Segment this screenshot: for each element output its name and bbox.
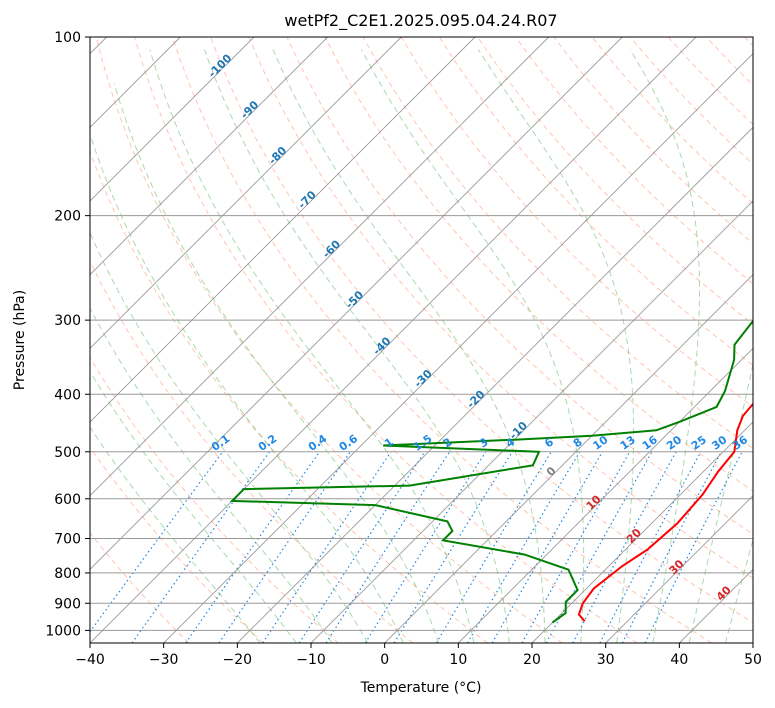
moist-adiabat-line bbox=[204, 49, 510, 643]
mixing-ratio-lines bbox=[90, 451, 743, 643]
dry-adiabat-line bbox=[210, 37, 753, 624]
mixing-ratio-line bbox=[185, 451, 321, 643]
dry-adiabat-line bbox=[90, 532, 190, 643]
mixing-ratio-line bbox=[435, 451, 552, 643]
isotherms bbox=[90, 37, 753, 643]
moist-adiabat-line bbox=[477, 49, 635, 643]
mixing-ratio-line bbox=[262, 451, 392, 643]
isobars bbox=[90, 37, 753, 631]
mixing-ratio-line bbox=[325, 451, 451, 643]
y-tick-label: 1000 bbox=[45, 623, 81, 639]
moist-adiabat-line bbox=[725, 538, 753, 643]
dry-adiabat-line bbox=[172, 37, 712, 643]
mixing-ratio-line bbox=[364, 451, 487, 643]
x-tick-label: 40 bbox=[670, 652, 688, 668]
x-tick-label: 30 bbox=[597, 652, 615, 668]
isotherm-line bbox=[90, 37, 328, 276]
moist-adiabat-line bbox=[688, 362, 753, 643]
plot-area bbox=[90, 37, 753, 643]
x-tick-label: 10 bbox=[449, 652, 467, 668]
isotherm-line bbox=[90, 37, 549, 497]
y-tick-label: 300 bbox=[54, 313, 81, 329]
isotherm-line bbox=[90, 37, 476, 423]
mixing-ratio-line bbox=[572, 451, 677, 643]
isotherm-line bbox=[90, 37, 697, 643]
x-tick-label: 0 bbox=[380, 652, 389, 668]
isotherm-line bbox=[237, 126, 753, 643]
x-tick-label: −40 bbox=[75, 652, 105, 668]
y-tick-label: 800 bbox=[54, 566, 81, 582]
y-tick-label: 600 bbox=[54, 492, 81, 508]
y-tick-label: 900 bbox=[54, 596, 81, 612]
mixing-ratio-line bbox=[298, 451, 426, 643]
isotherm-line bbox=[90, 37, 402, 349]
moist-adiabat-line bbox=[90, 132, 404, 643]
dry-adiabat-line bbox=[400, 37, 753, 408]
x-axis-label: Temperature (°C) bbox=[360, 680, 482, 696]
x-tick-label: 50 bbox=[744, 652, 762, 668]
dry-adiabat-line bbox=[95, 37, 563, 643]
plot-frame bbox=[89, 36, 754, 644]
dry-adiabat-line bbox=[90, 446, 264, 643]
isotherm-line bbox=[90, 37, 255, 202]
moist-adiabat-line bbox=[361, 49, 585, 643]
isotherm-line bbox=[605, 495, 753, 643]
moist-adiabat-line bbox=[149, 49, 475, 643]
y-axis: 100 200 300 400 500 600 700 800 900 1000 bbox=[45, 30, 90, 639]
y-tick-label: 400 bbox=[54, 387, 81, 403]
mixing-ratio-line bbox=[218, 451, 351, 643]
chart-title: wetPf2_C2E1.2025.095.04.24.R07 bbox=[284, 11, 557, 31]
y-tick-label: 700 bbox=[54, 532, 81, 548]
y-tick-label: 200 bbox=[54, 209, 81, 225]
isotherm-line bbox=[384, 274, 753, 643]
moist-adiabat-line bbox=[272, 49, 546, 643]
isotherm-line bbox=[531, 421, 753, 643]
y-axis-label: Pressure (hPa) bbox=[12, 290, 28, 390]
moist-adiabat-line bbox=[113, 83, 439, 643]
mixing-ratio-line bbox=[466, 451, 581, 643]
dry-adiabat-line bbox=[515, 37, 753, 285]
x-axis: −40 −30 −20 −10 0 10 20 30 40 50 bbox=[75, 643, 762, 668]
dry-adiabat-line bbox=[362, 37, 753, 450]
y-tick-label: 500 bbox=[54, 445, 81, 461]
x-tick-label: 20 bbox=[523, 652, 541, 668]
dry-adiabat-line bbox=[248, 37, 753, 579]
sounding-profiles bbox=[229, 319, 753, 624]
mixing-ratio-line bbox=[599, 451, 702, 643]
moist-adiabat-line bbox=[629, 49, 700, 643]
temperature-line bbox=[577, 383, 753, 622]
y-tick-label: 100 bbox=[54, 30, 81, 46]
isotherm-line bbox=[163, 53, 753, 643]
moist-adiabat-line bbox=[90, 426, 261, 643]
isotherm-line bbox=[458, 347, 753, 643]
dry-adiabat-line bbox=[133, 37, 638, 643]
x-tick-label: −20 bbox=[223, 652, 253, 668]
isotherm-line bbox=[310, 200, 753, 643]
isotherm-line bbox=[90, 37, 623, 570]
dewpoint-line bbox=[229, 319, 753, 624]
x-tick-label: −30 bbox=[149, 652, 179, 668]
x-tick-label: −10 bbox=[296, 652, 326, 668]
moist-adiabats bbox=[90, 49, 753, 643]
